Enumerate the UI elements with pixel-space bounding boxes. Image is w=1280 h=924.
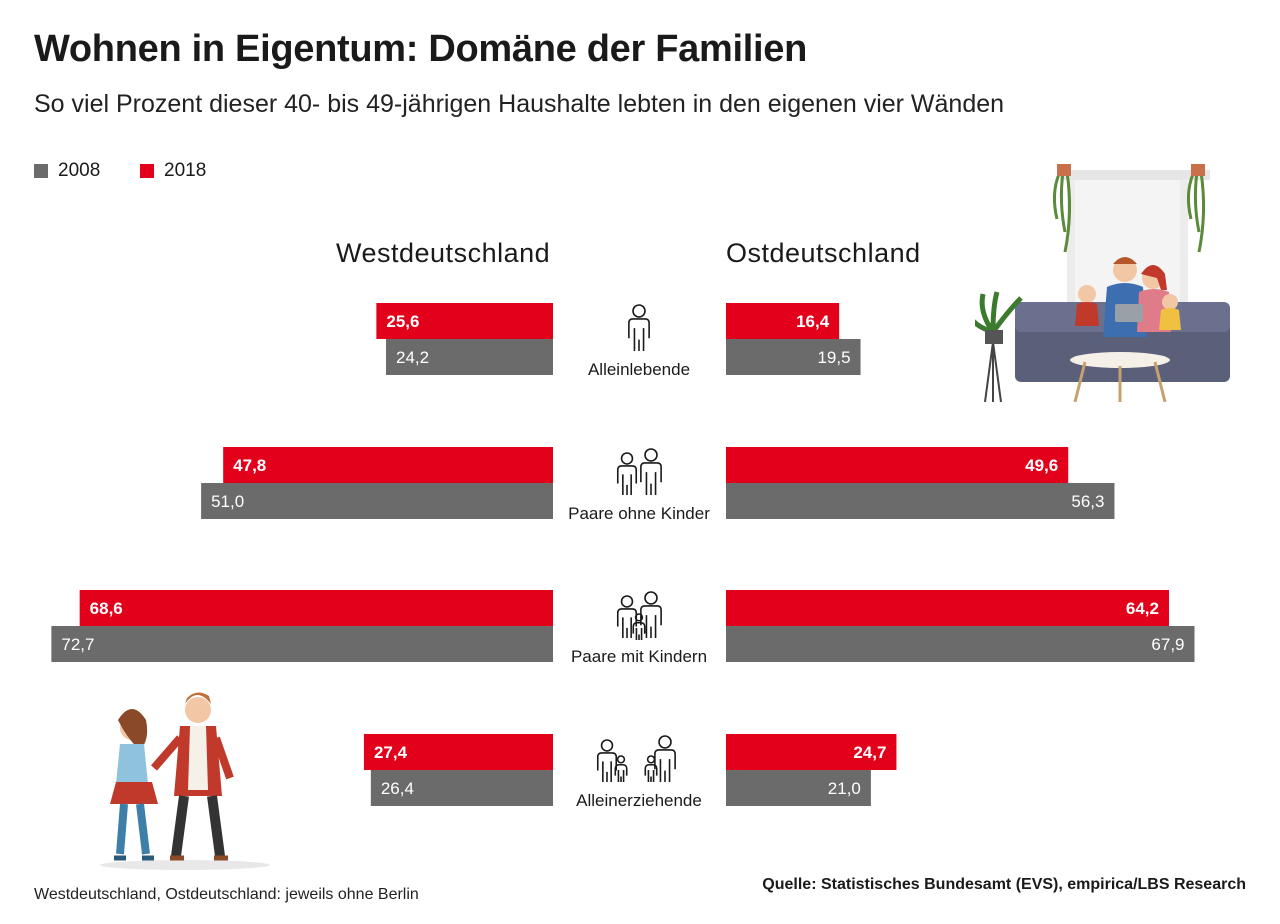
icons-layer: [596, 304, 676, 782]
bar-east-2008-paare-mit-kindern: [726, 626, 1195, 662]
legend-item-2008: 2008: [34, 160, 100, 182]
bar-east-2008-alleinerziehende: [726, 770, 871, 806]
value-label-west-2008-paare-ohne-kinder: 51,0: [211, 492, 244, 511]
bar-west-2018-alleinerziehende: [363, 734, 553, 770]
value-label-east-2008-alleinlebende: 19,5: [817, 348, 850, 367]
single-parents-icon: [596, 735, 676, 782]
region-heading-west: Westdeutschland: [336, 238, 551, 268]
value-label-west-2008-alleinerziehende: 26,4: [381, 779, 414, 798]
value-label-east-2018-paare-mit-kindern: 64,2: [1126, 599, 1159, 618]
bar-east-2008-paare-ohne-kinder: [726, 483, 1115, 519]
legend-swatch-2008: [34, 164, 48, 178]
value-label-west-2008-paare-mit-kindern: 72,7: [61, 635, 94, 654]
labels-layer: 25,6 24,2 16,4 19,5 Alleinlebende 47,8 51,0 49,…: [61, 312, 1184, 810]
bar-east-2018-paare-ohne-kinder: [726, 447, 1069, 483]
family-sofa-illustration: [975, 164, 1230, 402]
bar-east-2018-alleinerziehende: [726, 734, 897, 770]
chart-title: Wohnen in Eigentum: Domäne der Familien: [34, 28, 807, 70]
legend-swatch-2018: [140, 164, 154, 178]
value-label-west-2018-paare-ohne-kinder: 47,8: [233, 456, 266, 475]
value-label-east-2008-alleinerziehende: 21,0: [828, 779, 861, 798]
value-label-east-2018-alleinerziehende: 24,7: [853, 743, 886, 762]
footnote: Westdeutschland, Ostdeutschland: jeweils…: [34, 886, 419, 903]
category-label-alleinerziehende: Alleinerziehende: [576, 791, 702, 810]
bar-west-2018-paare-mit-kindern: [79, 590, 553, 626]
value-label-east-2018-paare-ohne-kinder: 49,6: [1025, 456, 1058, 475]
bar-west-2018-paare-ohne-kinder: [223, 447, 553, 483]
legend-label-2008: 2008: [58, 160, 101, 181]
family-with-child-icon: [616, 591, 662, 640]
region-heading-east: Ostdeutschland: [726, 238, 921, 268]
bars-layer: [51, 303, 1195, 806]
chart-subtitle: So viel Prozent dieser 40- bis 49-jährig…: [34, 90, 1005, 118]
legend-label-2018: 2018: [164, 160, 207, 181]
single-person-icon: [628, 304, 650, 351]
bar-east-2018-alleinlebende: [726, 303, 840, 339]
value-label-west-2018-alleinerziehende: 27,4: [374, 743, 408, 762]
category-label-alleinlebende: Alleinlebende: [588, 360, 690, 379]
legend-item-2018: 2018: [140, 160, 206, 182]
value-label-west-2018-alleinlebende: 25,6: [386, 312, 419, 331]
category-label-paare-ohne-kinder: Paare ohne Kinder: [568, 504, 710, 523]
value-label-west-2008-alleinlebende: 24,2: [396, 348, 429, 367]
bar-east-2018-paare-mit-kindern: [726, 590, 1169, 626]
bar-west-2008-alleinlebende: [386, 339, 553, 375]
source-note: Quelle: Statistisches Bundesamt (EVS), e…: [762, 876, 1246, 893]
bar-west-2008-paare-mit-kindern: [51, 626, 554, 662]
couple-walking-illustration: [100, 692, 270, 870]
category-label-paare-mit-kindern: Paare mit Kindern: [571, 647, 707, 666]
value-label-east-2008-paare-ohne-kinder: 56,3: [1071, 492, 1104, 511]
bar-west-2008-paare-ohne-kinder: [201, 483, 553, 519]
bar-west-2018-alleinlebende: [376, 303, 553, 339]
value-label-east-2018-alleinlebende: 16,4: [796, 312, 830, 331]
value-label-east-2008-paare-mit-kindern: 67,9: [1151, 635, 1184, 654]
value-label-west-2018-paare-mit-kindern: 68,6: [90, 599, 123, 618]
couple-icon: [616, 448, 662, 495]
bar-west-2008-alleinerziehende: [370, 770, 553, 806]
bar-east-2008-alleinlebende: [726, 339, 861, 375]
